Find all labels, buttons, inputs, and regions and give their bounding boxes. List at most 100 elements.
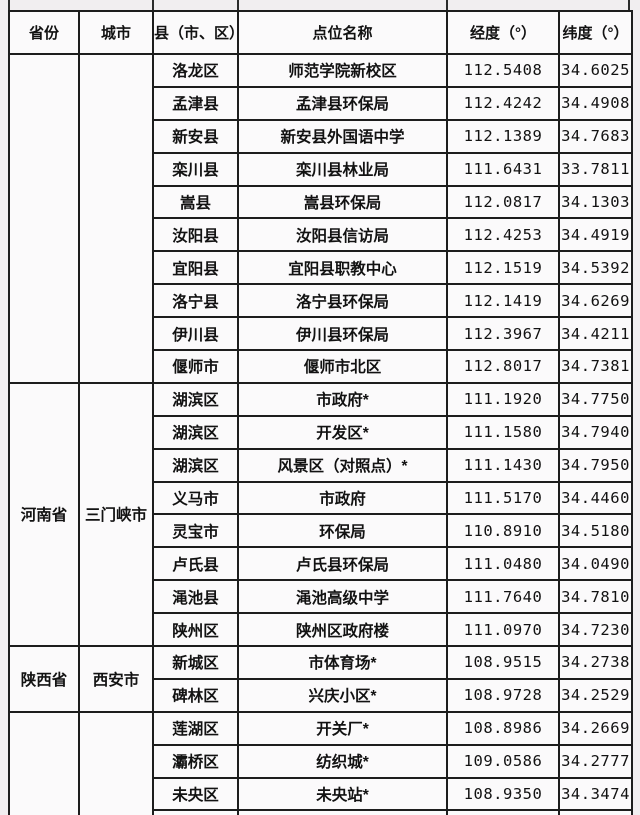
table-row: 栾川县 栾川县林业局 111.6431 33.7811	[9, 151, 633, 187]
cell-point-name: 纺织城*	[237, 743, 448, 779]
cell-latitude: 34.7750	[558, 381, 633, 417]
cell-empty	[558, 809, 633, 815]
cell-longitude: 112.1519	[446, 250, 560, 286]
cut-off-gridline	[446, 0, 448, 12]
cell-point-name: 市体育场*	[237, 645, 448, 680]
table-row: 灞桥区 纺织城* 109.0586 34.2777	[9, 743, 633, 779]
header-row: 省份 城市 县（市、区） 点位名称 经度（°） 纬度（°）	[8, 10, 633, 55]
cell-county: 偃师市	[152, 349, 239, 384]
cell-province: 河南省	[8, 381, 80, 648]
cell-province: 陕西省	[8, 645, 80, 713]
cell-longitude: 111.7640	[446, 579, 560, 615]
cell-longitude: 112.1389	[446, 118, 560, 154]
cell-point-name: 新安县外国语中学	[237, 118, 448, 154]
cell-latitude: 34.4460	[558, 480, 633, 516]
column-header: 点位名称	[237, 10, 448, 55]
table-row: 洛龙区 师范学院新校区 112.5408 34.6025	[8, 53, 633, 384]
cell-longitude: 108.9515	[446, 645, 560, 680]
cell-county: 伊川县	[152, 316, 239, 352]
table-row: 渑池县 渑池高级中学 111.7640 34.7810	[9, 579, 633, 615]
cell-province	[8, 53, 80, 384]
cell-county: 湖滨区	[152, 414, 239, 450]
monitoring-points-table: 省份 城市 县（市、区） 点位名称 经度（°） 纬度（°） 洛龙区 师范学院新校区 112.5…	[8, 10, 633, 815]
cell-latitude: 34.7381	[558, 349, 633, 384]
cell-county: 栾川县	[152, 151, 239, 187]
cell-city: 三门峡市	[78, 381, 154, 648]
cut-off-gridline	[152, 0, 154, 12]
cut-off-gridline	[237, 0, 239, 12]
cell-empty	[152, 809, 239, 815]
cell-longitude: 112.5408	[446, 53, 560, 88]
cell-longitude: 112.4242	[446, 85, 560, 121]
cell-county: 宜阳县	[152, 250, 239, 286]
cell-latitude: 34.6025	[558, 53, 633, 88]
cell-county: 灵宝市	[152, 513, 239, 549]
cell-point-name: 市政府	[237, 480, 448, 516]
cell-point-name: 栾川县林业局	[237, 151, 448, 187]
cell-longitude: 112.0817	[446, 184, 560, 220]
cell-latitude: 34.2529	[558, 677, 633, 713]
cell-point-name: 开发区*	[237, 414, 448, 450]
cell-county: 孟津县	[152, 85, 239, 121]
cut-off-gridline	[628, 0, 630, 12]
cell-point-name: 师范学院新校区	[237, 53, 448, 88]
cell-point-name: 孟津县环保局	[237, 85, 448, 121]
cell-empty	[237, 809, 448, 815]
cell-latitude: 34.4908	[558, 85, 633, 121]
cell-county: 义马市	[152, 480, 239, 516]
cell-point-name: 兴庆小区*	[237, 677, 448, 713]
table-row: 陕州区 陕州区政府楼 111.0970 34.7230	[9, 612, 633, 648]
table-row: 新安县 新安县外国语中学 112.1389 34.7683	[9, 118, 633, 154]
cell-latitude: 34.5180	[558, 513, 633, 549]
cell-latitude: 34.6269	[558, 283, 633, 319]
cell-latitude: 34.2738	[558, 645, 633, 680]
cut-off-gridline	[8, 0, 10, 12]
cell-point-name: 伊川县环保局	[237, 316, 448, 352]
cell-county: 湖滨区	[152, 447, 239, 483]
cell-longitude: 108.8986	[446, 710, 560, 746]
table-row: 偃师市 偃师市北区 112.8017 34.7381	[9, 349, 633, 384]
cell-point-name: 环保局	[237, 513, 448, 549]
cell-point-name: 风景区（对照点）*	[237, 447, 448, 483]
table-row: 河南省 三门峡市 湖滨区 市政府* 111.1920 34.7750	[8, 381, 633, 648]
column-header: 纬度（°）	[558, 10, 633, 55]
cell-longitude: 111.0970	[446, 612, 560, 648]
table-header: 省份 城市 县（市、区） 点位名称 经度（°） 纬度（°）	[8, 10, 633, 55]
table-row: 义马市 市政府 111.5170 34.4460	[9, 480, 633, 516]
column-header: 县（市、区）	[152, 10, 239, 55]
table-row: 湖滨区 开发区* 111.1580 34.7940	[9, 414, 633, 450]
column-header: 省份	[8, 10, 80, 55]
cell-longitude: 108.9350	[446, 776, 560, 812]
cell-latitude: 34.4919	[558, 217, 633, 253]
cell-county: 新城区	[152, 645, 239, 680]
cell-city	[78, 710, 154, 815]
cell-latitude: 34.1303	[558, 184, 633, 220]
cell-longitude: 111.0480	[446, 546, 560, 582]
cell-point-name: 市政府*	[237, 381, 448, 417]
cell-latitude: 33.7811	[558, 151, 633, 187]
table-row: 嵩县 嵩县环保局 112.0817 34.1303	[9, 184, 633, 220]
table-row: 未央区 未央站* 108.9350 34.3474	[9, 776, 633, 812]
table-row: 卢氏县 卢氏县环保局 111.0480 34.0490	[9, 546, 633, 582]
cell-county: 碑林区	[152, 677, 239, 713]
table-row: 莲湖区 开关厂* 108.8986 34.2669	[8, 710, 633, 815]
cell-county: 灞桥区	[152, 743, 239, 779]
table-row: 伊川县 伊川县环保局 112.3967 34.4211	[9, 316, 633, 352]
cell-longitude: 111.1920	[446, 381, 560, 417]
cell-latitude: 34.2669	[558, 710, 633, 746]
cell-longitude: 112.4253	[446, 217, 560, 253]
cell-latitude: 34.4211	[558, 316, 633, 352]
table-row: 洛宁县 洛宁县环保局 112.1419 34.6269	[9, 283, 633, 319]
table-row: 孟津县 孟津县环保局 112.4242 34.4908	[9, 85, 633, 121]
cell-point-name: 洛宁县环保局	[237, 283, 448, 319]
cell-longitude: 111.1430	[446, 447, 560, 483]
cell-point-name: 宜阳县职教中心	[237, 250, 448, 286]
cell-longitude: 111.5170	[446, 480, 560, 516]
cell-point-name: 开关厂*	[237, 710, 448, 746]
cell-point-name: 未央站*	[237, 776, 448, 812]
cell-county: 未央区	[152, 776, 239, 812]
cell-point-name: 偃师市北区	[237, 349, 448, 384]
cell-point-name: 渑池高级中学	[237, 579, 448, 615]
cell-point-name: 汝阳县信访局	[237, 217, 448, 253]
